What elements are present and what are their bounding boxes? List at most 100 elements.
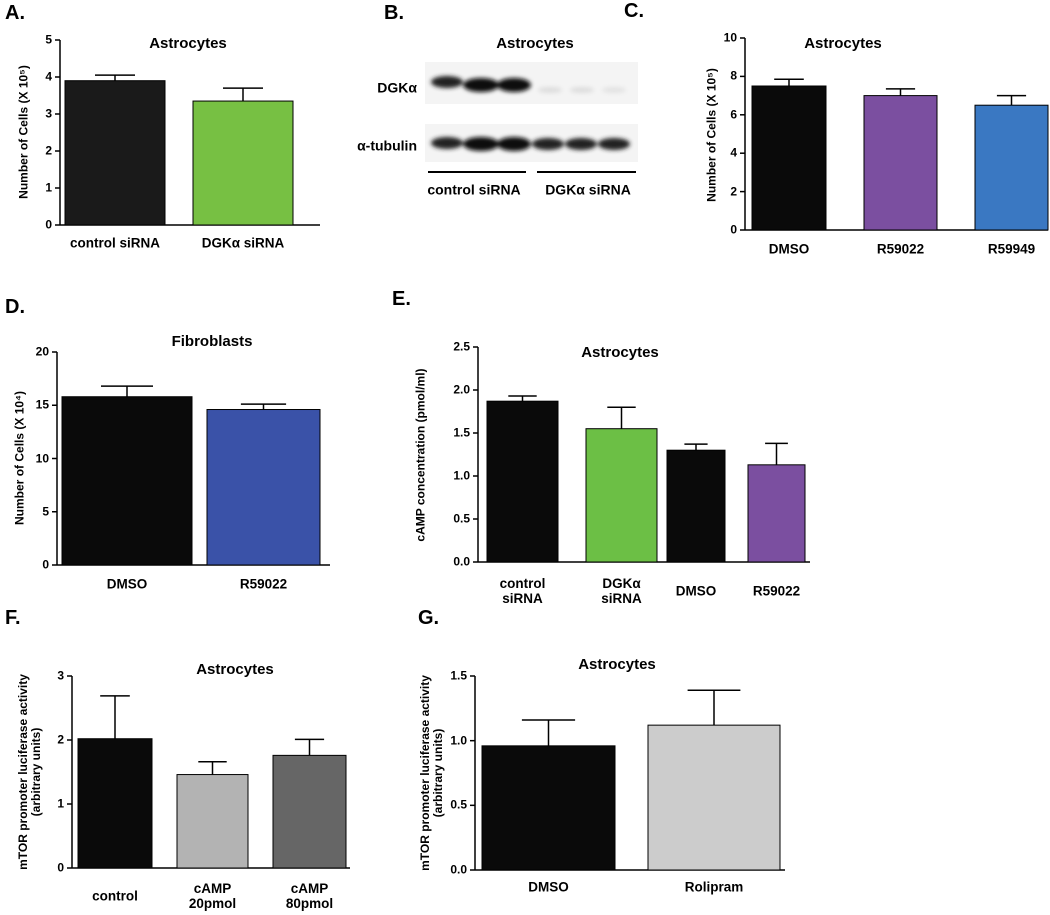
y-tick-label: 3 [57,668,64,683]
y-tick-label: 1 [57,796,64,811]
y-tick-label: 2 [730,184,737,198]
x-tick-label: DMSO [675,583,717,599]
error-bar [765,442,788,465]
chart-title: Astrocytes [804,34,882,52]
y-axis-label: mTOR promoter luciferase activity (arbit… [15,674,43,870]
y-tick-label: 1.5 [453,425,470,440]
y-tick-label: 0 [45,217,52,232]
x-tick-label: DGKα siRNA [201,235,285,251]
y-tick-label: 1.5 [450,668,467,683]
y-axis-label: mTOR promoter luciferase activity (arbit… [417,675,445,871]
bar [64,80,166,226]
bar [192,100,294,226]
panel-label: B. [384,2,404,24]
x-tick-label: cAMP 20pmol [188,881,237,911]
error-bar [294,738,325,756]
panel-label: C. [624,0,644,22]
bar [481,745,616,871]
blot-group-label: control siRNA [427,181,521,198]
error-bar [996,94,1027,106]
y-tick-label: 1.0 [450,733,467,748]
y-tick-label: 2.0 [453,382,470,397]
chart-title: Astrocytes [196,660,274,678]
y-tick-label: 5 [42,504,49,519]
bar [61,396,193,566]
y-tick-label: 1 [45,180,52,195]
bar [647,724,781,871]
x-tick-label: DMSO [106,576,148,592]
panel-label: G. [418,607,440,629]
y-tick-label: 4 [730,145,737,160]
error-bar [607,406,636,429]
bar [272,754,347,869]
bar [77,738,153,869]
x-tick-label: R59022 [239,576,288,592]
bar [206,409,321,566]
x-tick-label: control [92,888,138,904]
blot-title: Astrocytes [496,34,574,52]
y-tick-label: 3 [45,106,52,121]
panel-label: E. [392,288,411,310]
panel-label: A. [5,2,25,24]
x-tick-label: control siRNA [499,576,546,606]
y-tick-label: 0.0 [450,862,467,877]
y-tick-label: 20 [35,344,49,359]
y-tick-label: 10 [35,450,49,465]
blot-row-label: DGKα [377,79,417,96]
y-tick-label: 0 [57,860,64,875]
error-bar [885,88,916,96]
error-bar [198,761,227,775]
chart-title: Astrocytes [149,34,227,52]
bar [751,85,827,231]
y-tick-label: 2 [45,143,52,158]
y-tick-label: 0 [42,557,49,572]
error-bar [240,403,287,410]
y-tick-label: 6 [730,107,737,122]
error-bar [774,78,804,86]
y-tick-label: 4 [45,69,52,84]
x-tick-label: DGKα siRNA [601,576,642,606]
error-bar [684,443,708,451]
y-axis-label: cAMP concentration (pmol/ml) [413,368,428,542]
x-tick-label: R59949 [987,241,1036,257]
bar [974,104,1049,231]
y-tick-label: 8 [730,68,737,83]
x-tick-label: R59022 [876,241,925,257]
chart-title: Astrocytes [581,343,659,361]
bar [585,428,658,563]
bar [863,95,938,231]
error-bar [223,87,263,102]
x-tick-label: DMSO [528,879,569,895]
bar [486,400,559,563]
y-tick-label: 0.0 [453,554,470,569]
blot-group-label: DGKα siRNA [545,181,631,198]
error-bar [101,385,153,397]
x-tick-label: R59022 [752,583,801,599]
y-tick-label: 0.5 [453,511,470,526]
bar [666,449,726,563]
y-tick-label: 5 [45,32,52,47]
panel-label: F. [5,607,21,629]
error-bar [95,74,135,81]
y-tick-label: 10 [723,30,737,45]
error-bar [521,719,576,746]
y-axis-label: Number of Cells (X 10⁵) [704,68,719,202]
error-bar [687,689,741,726]
bar [747,464,806,563]
chart-title: Fibroblasts [171,332,253,350]
error-bar [508,395,537,402]
y-axis-label: Number of Cells (X 10⁵) [16,65,31,199]
error-bar [100,695,130,739]
x-tick-label: control siRNA [69,235,160,251]
panel-label: D. [5,296,25,318]
blot-bands [431,76,630,151]
bar [176,774,249,869]
y-tick-label: 2.5 [453,339,470,354]
y-tick-label: 2 [57,732,64,747]
y-axis-label: Number of Cells (X 10⁴) [12,391,27,525]
blot-row-label: α-tubulin [357,137,417,154]
y-tick-label: 0 [730,222,737,237]
x-tick-label: cAMP 80pmol [285,881,334,911]
